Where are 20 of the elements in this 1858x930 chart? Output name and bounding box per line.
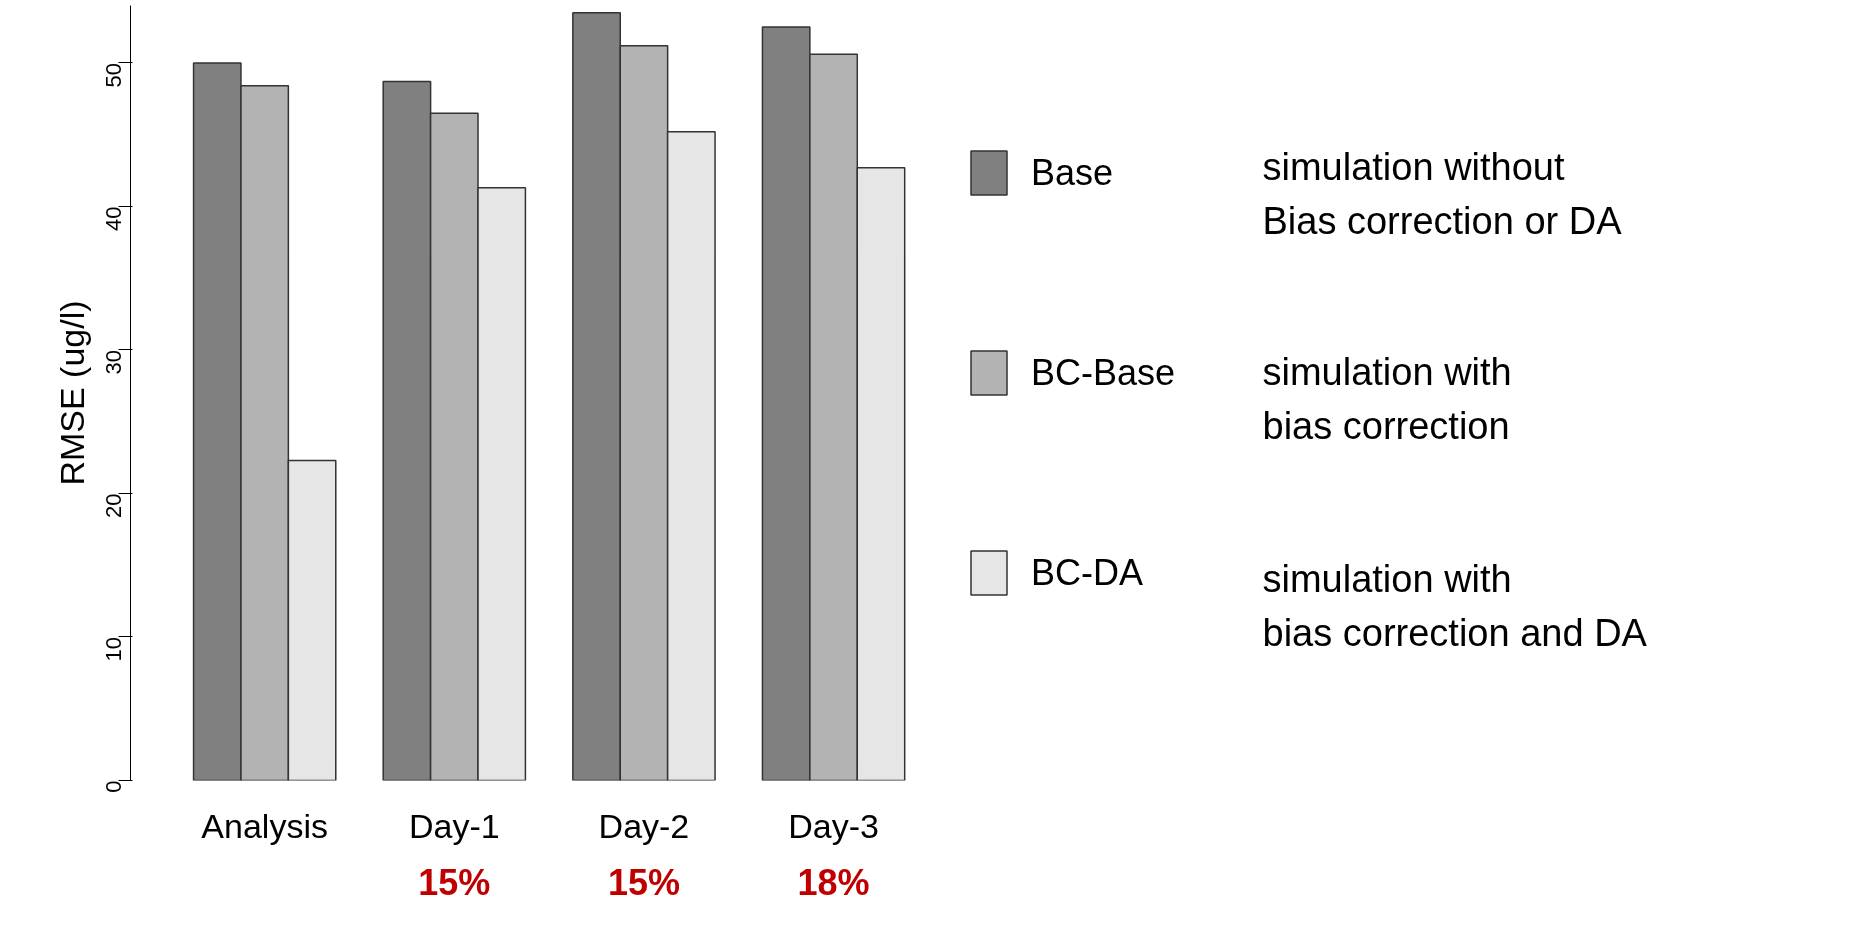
legend-label: BC-DA xyxy=(1031,550,1144,595)
legend-label: Base xyxy=(1031,150,1114,195)
text: simulation without Bias correction or DA xyxy=(1262,145,1623,243)
y-tick-label: 10 xyxy=(101,636,126,662)
x-tick-label: Analysis xyxy=(201,806,328,845)
y-tick-label: 30 xyxy=(101,349,126,375)
y-tick-label: 20 xyxy=(101,493,126,518)
y-tick-label: 50 xyxy=(101,62,126,88)
y-axis-title: RMSE (ug/l) xyxy=(52,300,91,486)
text: 15% xyxy=(607,861,680,903)
text: 15% xyxy=(418,861,491,903)
text: 18% xyxy=(797,861,870,903)
legend-label: BC-Base xyxy=(1031,350,1176,395)
x-tick-label: Day-3 xyxy=(788,806,879,845)
text: simulation with bias correction xyxy=(1262,350,1512,448)
y-tick-label: 40 xyxy=(101,206,126,231)
text: simulation with bias correction and DA xyxy=(1262,557,1648,655)
x-tick-label: Day-2 xyxy=(598,806,690,845)
y-tick-label: 0 xyxy=(101,780,126,793)
x-tick-label: Day-1 xyxy=(408,806,500,845)
